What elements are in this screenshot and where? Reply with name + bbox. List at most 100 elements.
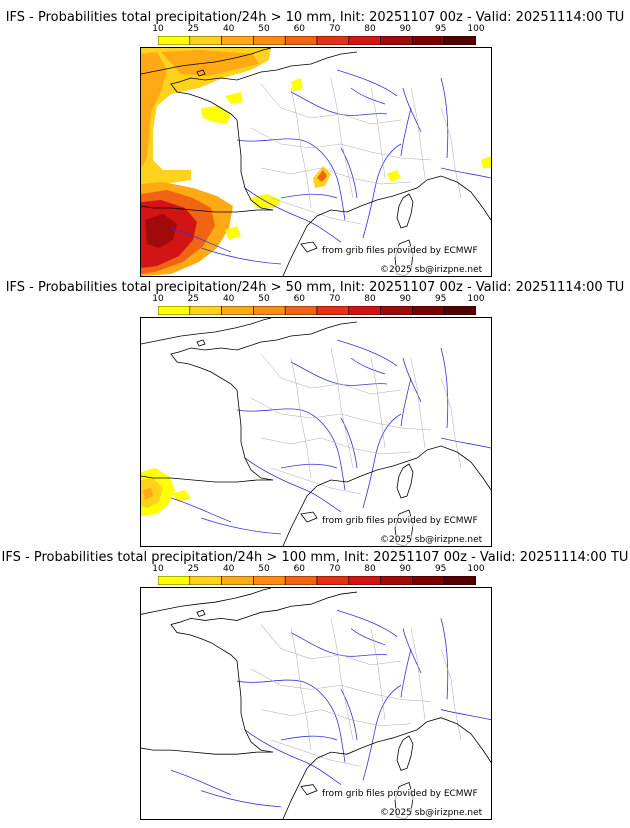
precip-area-biscay-peak: [145, 214, 177, 248]
source-credit: from grib files provided by ECMWF: [322, 246, 478, 257]
river-channel-tributary: [350, 628, 386, 646]
colorbar-segment: [348, 36, 381, 45]
copyright: ©2025 sb@irizpne.net: [380, 265, 483, 276]
river-seine: [290, 632, 388, 657]
coast-mediterranean: [282, 449, 428, 546]
colorbar-tick: 60: [293, 24, 306, 34]
river-garonne: [244, 457, 342, 513]
colorbar-tick: 50: [258, 294, 270, 304]
colorbar-tick: 40: [222, 294, 235, 304]
colorbar-tick: 60: [293, 294, 306, 304]
region-border: [410, 628, 426, 720]
colorbar-tick: 10: [152, 564, 164, 574]
colorbar-segment: [412, 576, 445, 585]
river-loire: [236, 408, 346, 491]
colorbar-segment: [348, 576, 381, 585]
region-border: [330, 77, 354, 199]
river-seine: [290, 361, 388, 386]
river-po: [440, 167, 491, 179]
river-po: [440, 437, 491, 449]
colorbar-segment: [443, 306, 476, 315]
colorbar-tick: 70: [328, 24, 341, 34]
river-allier: [340, 147, 358, 199]
coast-spain-north: [141, 205, 273, 213]
region-border: [260, 437, 412, 455]
colorbar-tick: 90: [399, 24, 412, 34]
map-canvas: [141, 588, 491, 819]
region-border: [440, 107, 462, 199]
colorbar-tick: 95: [434, 564, 447, 574]
river-rhine: [440, 347, 449, 429]
precip-field-layer: [141, 48, 491, 276]
region-border: [260, 353, 402, 395]
colorbar-segment: [284, 576, 318, 585]
colorbar-segment: [443, 576, 476, 585]
map: from grib files provided by ECMWF ©2025 …: [140, 587, 492, 820]
river-dordogne: [280, 463, 338, 469]
river-ebro: [200, 790, 282, 808]
river-moselle: [402, 87, 422, 133]
map-canvas: [141, 318, 491, 546]
river-seine: [290, 91, 388, 116]
colorbar: [158, 306, 476, 315]
colorbar-tick: 25: [187, 564, 200, 574]
rivers-layer: [170, 69, 491, 265]
river-spain: [170, 227, 232, 253]
colorbar-labels: 10 25 40 50 60 70 80 90 95 100: [152, 24, 484, 35]
colorbar-tick: 10: [152, 294, 164, 304]
region-border: [270, 467, 362, 495]
region-border: [440, 377, 462, 469]
precip-area-north: [291, 78, 303, 92]
borders-layer: [250, 347, 462, 495]
river-allier: [340, 417, 358, 469]
river-saone: [400, 107, 412, 157]
map-canvas: [141, 48, 491, 276]
river-rhine: [440, 77, 449, 159]
colorbar-segment: [412, 306, 445, 315]
region-border: [260, 709, 412, 727]
precip-area-biscay-spot: [143, 488, 153, 500]
colorbar-segment: [316, 576, 350, 585]
colorbar-segment: [189, 576, 222, 585]
coast-atlantic: [236, 119, 274, 211]
river-garonne: [244, 187, 342, 243]
rivers-layer: [170, 609, 491, 808]
coast-england: [141, 318, 272, 345]
river-saone: [400, 377, 412, 427]
colorbar-segment: [380, 36, 413, 45]
colorbar-segment: [380, 306, 413, 315]
coast-spain-north: [141, 747, 273, 755]
colorbar-tick: 100: [467, 24, 485, 34]
precip-area-southwest-coast: [225, 226, 241, 240]
borders-layer: [250, 618, 462, 767]
region-border: [370, 357, 386, 449]
coast-channel-france: [204, 321, 358, 351]
colorbar-tick: 50: [258, 564, 270, 574]
colorbar-labels: 10 25 40 50 60 70 80 90 95 100: [152, 294, 484, 305]
river-spain: [170, 497, 232, 523]
coast-corsica: [396, 735, 414, 771]
river-rhone: [362, 684, 402, 781]
colorbar-tick: 40: [222, 564, 235, 574]
coast-england: [141, 48, 272, 75]
colorbar-tick: 90: [399, 294, 412, 304]
colorbar-segment: [253, 306, 286, 315]
river-meuse: [336, 69, 398, 97]
panel-title: IFS - Probabilities total precipitation/…: [1, 550, 629, 565]
colorbar-tick: 10: [152, 24, 164, 34]
colorbar-tick: 60: [293, 564, 306, 574]
coast-brittany: [170, 77, 238, 121]
river-channel-tributary: [350, 357, 386, 375]
coast-corsica: [396, 193, 414, 229]
coast-corsica: [396, 463, 414, 499]
coast-channel-islands: [196, 339, 206, 347]
region-border: [290, 628, 312, 751]
map: from grib files provided by ECMWF ©2025 …: [140, 317, 492, 547]
region-border: [260, 624, 402, 666]
coast-channel-france: [204, 591, 358, 621]
region-border: [260, 167, 412, 185]
colorbar-segment: [221, 576, 254, 585]
river-rhine: [440, 618, 449, 700]
coast-balearic: [300, 784, 318, 796]
region-border: [250, 397, 432, 431]
